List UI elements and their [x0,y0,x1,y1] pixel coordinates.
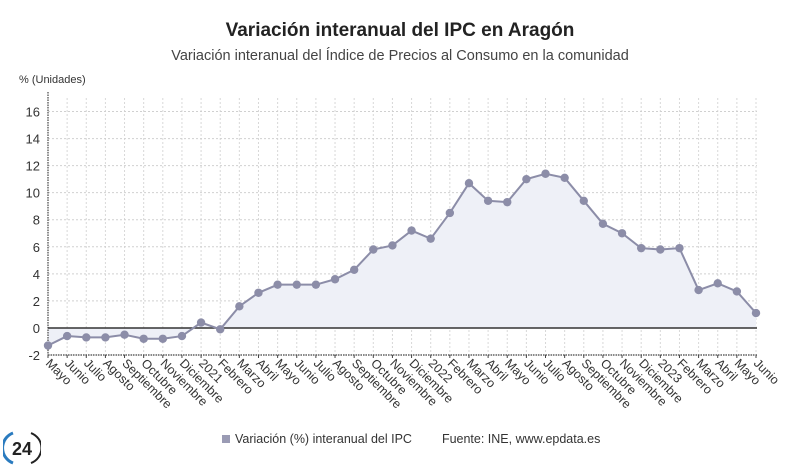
data-point [483,196,493,205]
data-point [177,331,187,341]
area-fill [48,173,756,346]
data-point [349,265,359,274]
data-point [82,333,91,342]
chart-subtitle: Variación interanual del Índice de Preci… [171,48,629,64]
data-point [311,280,321,289]
data-point [101,333,110,342]
data-point [656,245,665,254]
data-point [216,325,225,334]
data-point [388,241,397,250]
data-point [43,341,53,350]
data-point [503,197,512,207]
data-point [732,287,742,296]
data-point [445,208,455,218]
data-point [579,196,588,205]
data-point [62,331,72,341]
data-point [522,174,531,184]
data-point [694,285,703,295]
data-point [598,219,608,228]
data-point [273,280,282,289]
y-tick-label: -2 [28,348,40,363]
data-point [330,275,340,284]
data-point [636,243,646,253]
y-tick-label: 12 [26,159,40,174]
data-point [617,229,627,238]
line-chart: -20246810121416MayoJunioJulioAgostoSepti… [26,92,782,411]
data-point [751,308,761,318]
data-point [541,169,550,178]
data-point [292,280,301,289]
y-tick-label: 6 [33,240,40,255]
y-tick-label: 8 [33,213,40,228]
data-point [713,279,722,288]
y-tick-label: 4 [33,267,40,282]
legend-label: Variación (%) interanual del IPC [235,432,412,446]
data-point [675,243,684,253]
data-point [139,334,148,343]
y-tick-label: 10 [26,186,40,201]
y-tick-label: 14 [26,132,40,147]
data-point [254,288,263,297]
logo-text: 24 [12,439,32,459]
chart-title: Variación interanual del IPC en Aragón [225,20,575,41]
data-point [158,334,168,343]
data-point [120,330,129,339]
data-point [196,318,206,327]
logo-24-icon: 24 [3,431,41,465]
data-point [369,245,378,254]
data-point [426,234,435,243]
data-point [407,226,416,235]
y-tick-label: 2 [33,294,40,309]
source-text: Fuente: INE, www.epdata.es [441,432,601,446]
data-point [235,302,244,311]
data-point [560,173,569,183]
y-axis-label: % (Unidades) [19,74,86,86]
legend-swatch [222,435,230,443]
y-tick-label: 0 [33,321,40,336]
legend: Variación (%) interanual del IPC Fuente:… [222,432,600,446]
data-point [464,179,474,188]
y-tick-label: 16 [26,105,40,120]
